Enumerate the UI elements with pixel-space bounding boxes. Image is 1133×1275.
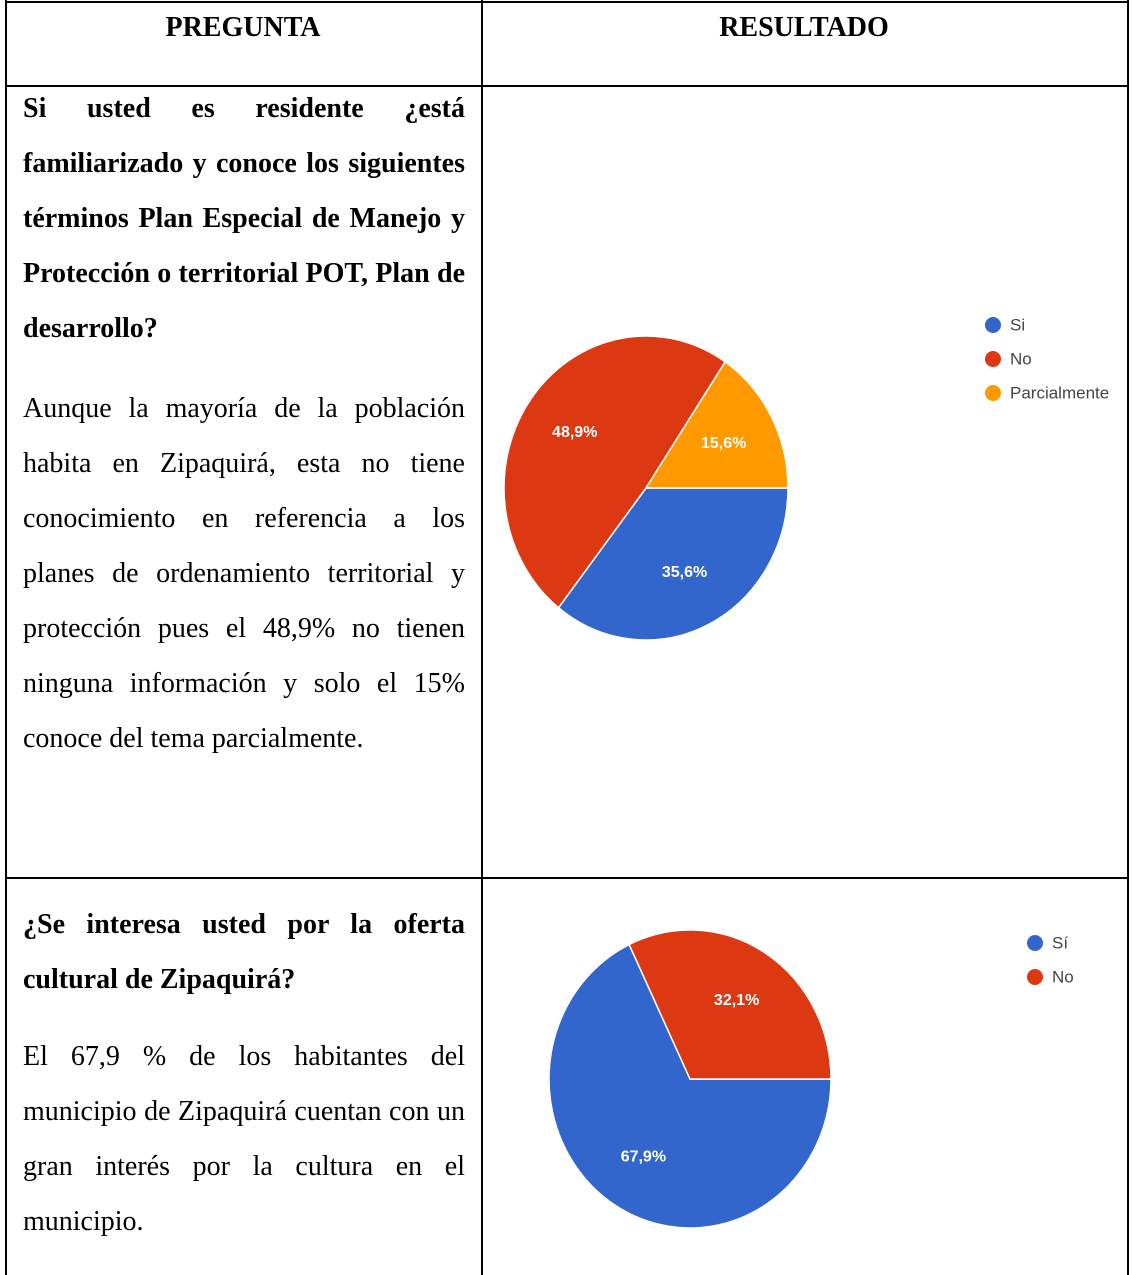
data-label: 67,9% bbox=[621, 1148, 666, 1165]
pie-slice bbox=[557, 487, 789, 641]
legend-label: Si bbox=[1010, 315, 1025, 334]
border bbox=[5, 0, 7, 1275]
legend-label: Sí bbox=[1052, 933, 1068, 952]
border bbox=[5, 85, 1129, 87]
legend-swatch bbox=[985, 351, 1001, 367]
answer: Aunque la mayoría de la población habita… bbox=[23, 393, 465, 754]
border bbox=[1127, 0, 1129, 1275]
data-label: 15,6% bbox=[701, 435, 746, 452]
data-label: 32,1% bbox=[714, 992, 759, 1009]
question: ¿Se interesa usted por la oferta cultura… bbox=[23, 909, 465, 995]
cell: ¿Se interesa usted por la oferta cultura… bbox=[23, 897, 465, 1249]
legend-label: Parcialmente bbox=[1010, 383, 1109, 402]
pie-slice bbox=[628, 929, 832, 1080]
header: PREGUNTA bbox=[165, 12, 321, 43]
border bbox=[5, 1, 1129, 3]
border bbox=[5, 877, 1129, 879]
border bbox=[481, 0, 483, 1275]
data-label: 35,6% bbox=[662, 564, 707, 581]
legend-swatch bbox=[1027, 969, 1043, 985]
pie-slice bbox=[548, 943, 832, 1229]
legend-swatch bbox=[985, 317, 1001, 333]
answer: El 67,9 % de los habitantes del municipi… bbox=[23, 1041, 465, 1237]
legend-swatch bbox=[1027, 935, 1043, 951]
cell: Si usted es residente ¿está familiarizad… bbox=[23, 81, 465, 766]
legend-label: No bbox=[1010, 349, 1032, 368]
legend-swatch bbox=[985, 385, 1001, 401]
pie-slice bbox=[644, 360, 789, 489]
pie-slice bbox=[503, 335, 727, 609]
data-label: 48,9% bbox=[552, 424, 597, 441]
legend-label: No bbox=[1052, 967, 1074, 986]
question: Si usted es residente ¿está familiarizad… bbox=[23, 93, 465, 344]
header: RESULTADO bbox=[719, 12, 889, 43]
